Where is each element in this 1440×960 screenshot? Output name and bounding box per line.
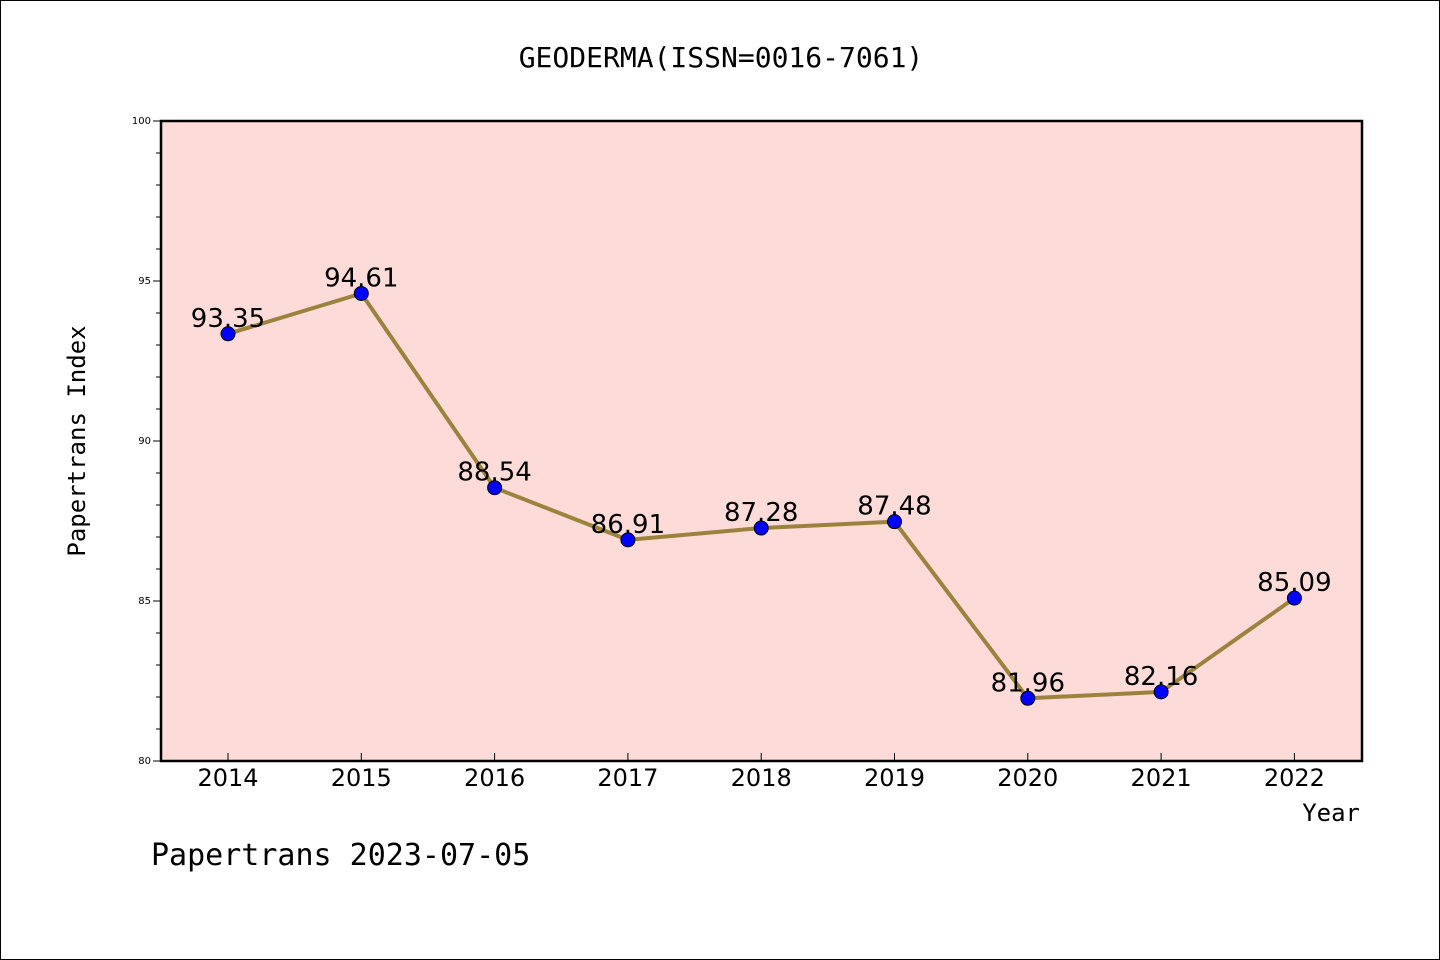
data-point <box>1020 690 1036 706</box>
x-tick-label: 2022 <box>1264 764 1325 792</box>
y-tick-label: 90 <box>138 436 151 447</box>
y-tick-label: 80 <box>138 756 151 767</box>
data-point <box>220 326 236 342</box>
y-tick-label: 100 <box>132 116 151 127</box>
data-point <box>1286 590 1302 606</box>
y-axis-label: Papertrans Index <box>63 325 91 556</box>
x-axis-label: Year <box>1302 799 1360 827</box>
data-labels-layer: 93.35 94.61 88.54 86.91 87.28 87.48 81.96 82.16… <box>191 263 1332 698</box>
x-tick-label: 2016 <box>464 764 525 792</box>
x-tick-label: 2021 <box>1131 764 1192 792</box>
data-label: 85.09 <box>1257 568 1331 598</box>
data-label: 86.91 <box>591 510 665 540</box>
data-point <box>887 514 902 530</box>
y-tick-label: 95 <box>138 276 151 287</box>
plot-frame <box>159 119 1364 763</box>
footer-text: Papertrans 2023-07-05 <box>151 838 530 873</box>
plot-area <box>161 121 1362 761</box>
chart-title: GEODERMA(ISSN=0016-7061) <box>519 41 924 74</box>
x-tick-label: 2015 <box>331 764 392 792</box>
x-axis-ticks: 2014 2015 2016 2017 2018 2019 2020 2021 2022 <box>197 753 1325 792</box>
data-label: 94.61 <box>324 263 398 293</box>
x-tick-label: 2020 <box>997 764 1058 792</box>
series-layer <box>220 285 1302 706</box>
data-point <box>1153 684 1169 700</box>
data-label: 82.16 <box>1124 662 1198 692</box>
data-label: 81.96 <box>991 668 1065 698</box>
data-label: 87.28 <box>724 498 798 528</box>
data-label: 87.48 <box>857 492 931 522</box>
data-point <box>753 520 769 536</box>
x-tick-label: 2017 <box>597 764 658 792</box>
data-point <box>353 285 369 301</box>
y-tick-label: 85 <box>138 596 151 607</box>
data-label: 93.35 <box>191 304 265 334</box>
x-tick-label: 2018 <box>731 764 792 792</box>
data-point <box>487 480 503 496</box>
data-label: 88.54 <box>457 458 531 488</box>
x-tick-label: 2019 <box>864 764 925 792</box>
data-point <box>620 532 636 548</box>
y-axis-ticks: 80 85 90 95 100 <box>132 116 161 767</box>
x-tick-label: 2014 <box>197 764 258 792</box>
